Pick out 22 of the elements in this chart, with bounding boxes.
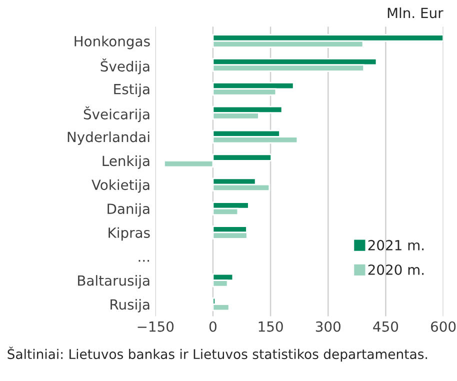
y-tick-label: Kipras (108, 227, 150, 241)
x-tick-label: 300 (316, 321, 340, 332)
x-tick-label: 150 (258, 321, 283, 332)
x-tick-label: 600 (431, 321, 456, 332)
y-tick-label: Vokietija (92, 179, 150, 193)
text: Šaltiniai: Lietuvos bankas ir Lietuvos statistikos departamentas. (8, 346, 428, 362)
x-tick-label: 0 (209, 321, 216, 332)
y-tick-label: Estija (114, 84, 150, 98)
x-tick-label: −150 (138, 321, 174, 332)
y-tick-label: Baltarusija (78, 275, 150, 288)
y-tick-label: Šveicarija (84, 106, 150, 122)
x-tick-label: 450 (373, 321, 398, 332)
y-tick-label: Rusija (110, 298, 150, 312)
y-tick-label: Švedija (100, 58, 150, 74)
y-tick-label: Honkongas (74, 36, 150, 50)
legend-label: 2021 m. (368, 240, 424, 250)
x-axis-title: Mln. Eur (388, 7, 444, 18)
y-tick-label: Nyderlandai (68, 131, 150, 145)
y-tick-label: ... (138, 260, 150, 262)
y-tick-label: Lenkija (102, 155, 150, 169)
y-tick-label: Danija (108, 203, 150, 217)
legend-label: 2020 m. (368, 264, 424, 275)
